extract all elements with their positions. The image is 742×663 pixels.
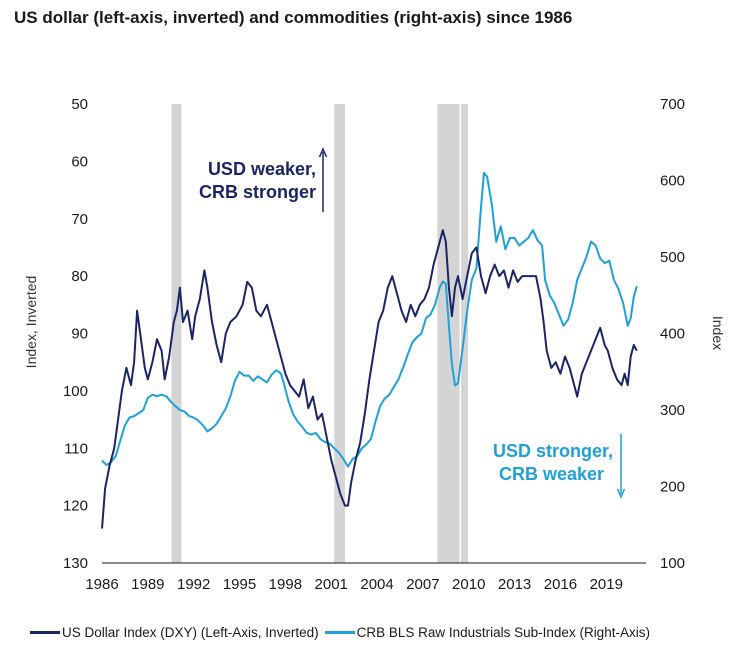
annotation-usd-stronger-line1: USD stronger, <box>493 441 613 461</box>
x-tick-label: 1989 <box>131 576 164 593</box>
legend-swatch-crb <box>324 631 355 634</box>
x-tick-label: 2019 <box>590 576 623 593</box>
chart-title: US dollar (left-axis, inverted) and comm… <box>14 8 573 27</box>
annotation-usd-stronger-line2: CRB weaker <box>499 464 604 484</box>
y-left-tick-label: 60 <box>71 153 88 170</box>
x-tick-label: 2013 <box>498 576 531 593</box>
y-left-tick-label: 100 <box>63 383 88 400</box>
y-left-tick-label: 70 <box>71 211 88 228</box>
y-right-tick-label: 700 <box>660 96 685 113</box>
y-right-tick-label: 500 <box>660 249 685 266</box>
annotation-usd-weaker-line1: USD weaker, <box>208 159 316 179</box>
legend-swatch-dxy <box>30 631 60 634</box>
y-left-tick-label: 130 <box>63 555 88 572</box>
x-tick-label: 2007 <box>406 576 439 593</box>
x-tick-label: 1992 <box>177 576 210 593</box>
crb-series-line <box>101 171 638 468</box>
legend: US Dollar Index (DXY) (Left-Axis, Invert… <box>30 625 656 640</box>
x-tick-label: 1986 <box>85 576 118 593</box>
x-tick-label: 2016 <box>544 576 577 593</box>
y-right-axis-title: Index <box>710 316 726 350</box>
x-tick-label: 2010 <box>452 576 485 593</box>
annotation-usd-weaker-line2: CRB stronger <box>199 182 316 202</box>
legend-label-crb: CRB BLS Raw Industrials Sub-Index (Right… <box>356 625 650 640</box>
legend-item-crb: CRB BLS Raw Industrials Sub-Index (Right… <box>324 625 650 640</box>
y-right-tick-label: 600 <box>660 173 685 190</box>
legend-label-dxy: US Dollar Index (DXY) (Left-Axis, Invert… <box>62 625 319 640</box>
chart-canvas: 50 60 70 80 90 100 110 120 130 700 600 500 400 300 200… <box>23 96 726 593</box>
axes: 50 60 70 80 90 100 110 120 130 700 600 500 400 300 200… <box>23 96 726 593</box>
y-right-tick-label: 300 <box>660 402 685 419</box>
y-left-tick-label: 80 <box>71 268 88 285</box>
dxy-series-line <box>101 229 638 529</box>
legend-item-dxy: US Dollar Index (DXY) (Left-Axis, Invert… <box>30 625 319 640</box>
x-tick-label: 1998 <box>269 576 302 593</box>
recession-band <box>334 104 345 563</box>
recession-band <box>171 104 182 563</box>
arrow-down-head-icon <box>616 488 626 499</box>
series-lines <box>101 171 638 529</box>
y-right-tick-label: 400 <box>660 326 685 343</box>
y-left-tick-label: 50 <box>71 96 88 113</box>
x-tick-label: 2004 <box>360 576 393 593</box>
y-left-tick-label: 110 <box>64 440 88 457</box>
y-left-axis-title: Index, Inverted <box>23 276 39 369</box>
annotations: USD weaker, CRB stronger USD stronger, CRB … <box>199 147 626 499</box>
y-left-tick-label: 90 <box>71 326 88 343</box>
y-right-tick-label: 100 <box>660 555 685 572</box>
y-left-tick-label: 120 <box>63 498 88 515</box>
x-tick-label: 1995 <box>223 576 256 593</box>
x-tick-label: 2001 <box>315 576 348 593</box>
y-right-tick-label: 200 <box>660 479 685 496</box>
arrow-up-head-icon <box>318 147 328 158</box>
